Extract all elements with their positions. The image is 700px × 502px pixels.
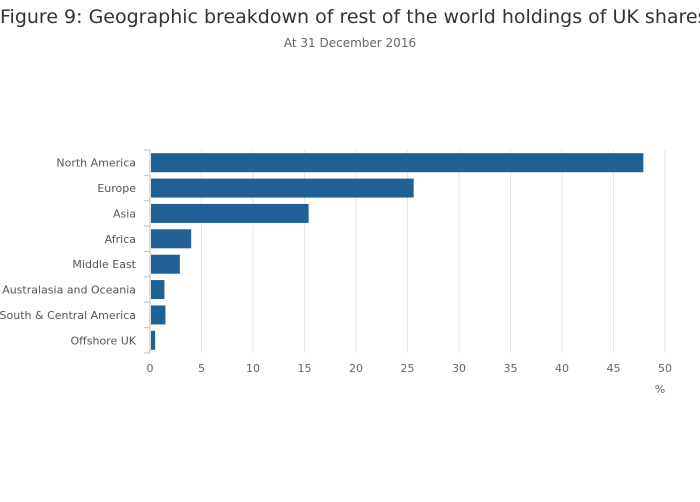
x-tick-label: 15 xyxy=(298,362,312,375)
x-tick-label: 5 xyxy=(198,362,205,375)
bar xyxy=(151,229,192,249)
category-label: North America xyxy=(56,157,136,170)
category-label: Australasia and Oceania xyxy=(2,284,136,297)
bar xyxy=(151,254,180,274)
chart-subtitle: At 31 December 2016 xyxy=(283,36,417,50)
x-tick-label: 40 xyxy=(555,362,569,375)
category-label: Middle East xyxy=(72,258,136,271)
bar xyxy=(151,203,309,223)
x-tick-label: 25 xyxy=(401,362,415,375)
bar xyxy=(151,178,414,198)
bar xyxy=(151,330,156,350)
category-label: Europe xyxy=(97,182,136,195)
category-label: Asia xyxy=(113,207,136,220)
bar xyxy=(151,305,166,325)
x-tick-labels: 0 5 10 15 20 25 30 35 40 45 50 xyxy=(147,362,673,375)
x-tick-label: 35 xyxy=(504,362,518,375)
x-tick-label: 45 xyxy=(607,362,621,375)
bar xyxy=(151,280,165,300)
category-label: South & Central America xyxy=(0,309,136,322)
x-tick-label: 0 xyxy=(147,362,154,375)
x-tick-label: 20 xyxy=(349,362,363,375)
x-tick-label: 50 xyxy=(658,362,672,375)
chart-title: Figure 9: Geographic breakdown of rest o… xyxy=(0,6,700,28)
axes xyxy=(144,149,151,354)
x-tick-label: 10 xyxy=(246,362,260,375)
category-labels: North America Europe Asia Africa Middle East… xyxy=(0,157,137,348)
category-label: Offshore UK xyxy=(71,334,137,347)
category-label: Africa xyxy=(105,233,136,246)
x-axis-label: % xyxy=(655,383,665,396)
bars xyxy=(151,153,644,350)
bar xyxy=(151,153,644,173)
x-tick-label: 30 xyxy=(452,362,466,375)
